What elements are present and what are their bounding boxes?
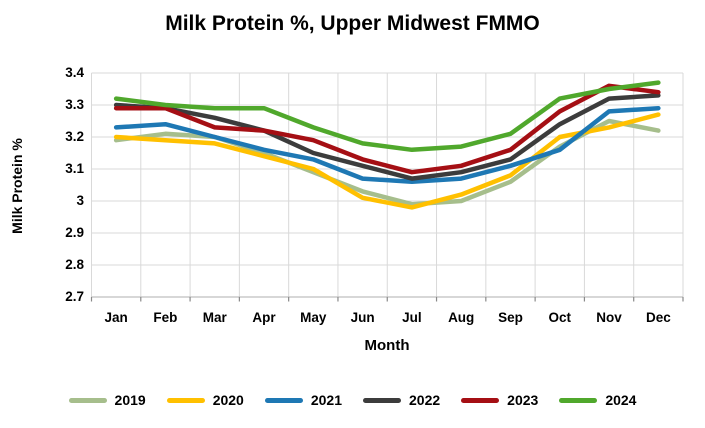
- legend-swatch-2024: [559, 397, 598, 403]
- legend-label-2019: 2019: [114, 392, 146, 408]
- x-tick-label-jul: Jul: [402, 310, 422, 325]
- x-tick-label-mar: Mar: [202, 310, 227, 325]
- x-tick-label-dec: Dec: [645, 310, 671, 325]
- y-tick-label: 2.7: [65, 289, 84, 304]
- x-tick-label-nov: Nov: [596, 310, 622, 325]
- series-line-2020: [113, 112, 661, 210]
- legend-item-2019: 2019: [68, 390, 146, 410]
- legend-swatch-2020: [166, 397, 205, 403]
- x-tick-label-oct: Oct: [548, 310, 572, 325]
- series-line-2021: [113, 105, 661, 185]
- y-tick-label: 3: [76, 193, 84, 208]
- legend-label-2020: 2020: [212, 392, 244, 408]
- legend-item-2020: 2020: [166, 390, 244, 410]
- legend-item-2023: 2023: [461, 390, 538, 410]
- series-line-2023: [113, 83, 661, 175]
- y-tick-label: 3.4: [65, 65, 84, 80]
- legend-item-2024: 2024: [559, 390, 636, 410]
- legend-label-2022: 2022: [409, 392, 441, 408]
- legend-swatch-2019: [68, 397, 107, 403]
- legend-swatch-2023: [461, 397, 500, 403]
- y-tick-label: 2.8: [65, 257, 84, 272]
- y-tick-label: 2.9: [65, 225, 84, 240]
- x-tick-label-sep: Sep: [498, 310, 523, 325]
- y-tick-label: 3.1: [65, 161, 84, 176]
- legend-item-2022: 2022: [363, 390, 440, 410]
- x-tick-label-apr: Apr: [252, 310, 276, 325]
- series-line-2022: [113, 93, 661, 181]
- y-tick-label: 3.3: [65, 97, 84, 112]
- series-line-2024: [113, 80, 661, 153]
- legend-swatch-2022: [363, 397, 401, 403]
- x-tick-label-aug: Aug: [448, 310, 475, 325]
- legend-label-2023: 2023: [507, 392, 539, 408]
- x-tick-label-jan: Jan: [104, 310, 128, 325]
- x-tick-label-may: May: [300, 310, 327, 325]
- chart-title: Milk Protein %, Upper Midwest FMMO: [165, 12, 540, 35]
- legend-label-2021: 2021: [310, 392, 342, 408]
- y-tick-label: 3.2: [65, 129, 84, 144]
- legend-item-2021: 2021: [264, 390, 342, 410]
- x-tick-label-feb: Feb: [153, 310, 178, 325]
- legend-label-2024: 2024: [605, 392, 637, 408]
- x-axis-title: Month: [364, 337, 410, 354]
- x-tick-label-jun: Jun: [350, 310, 375, 325]
- legend-swatch-2021: [264, 397, 303, 403]
- chart-legend: 2019 2020 2021 2022 2023 2024: [0, 389, 705, 411]
